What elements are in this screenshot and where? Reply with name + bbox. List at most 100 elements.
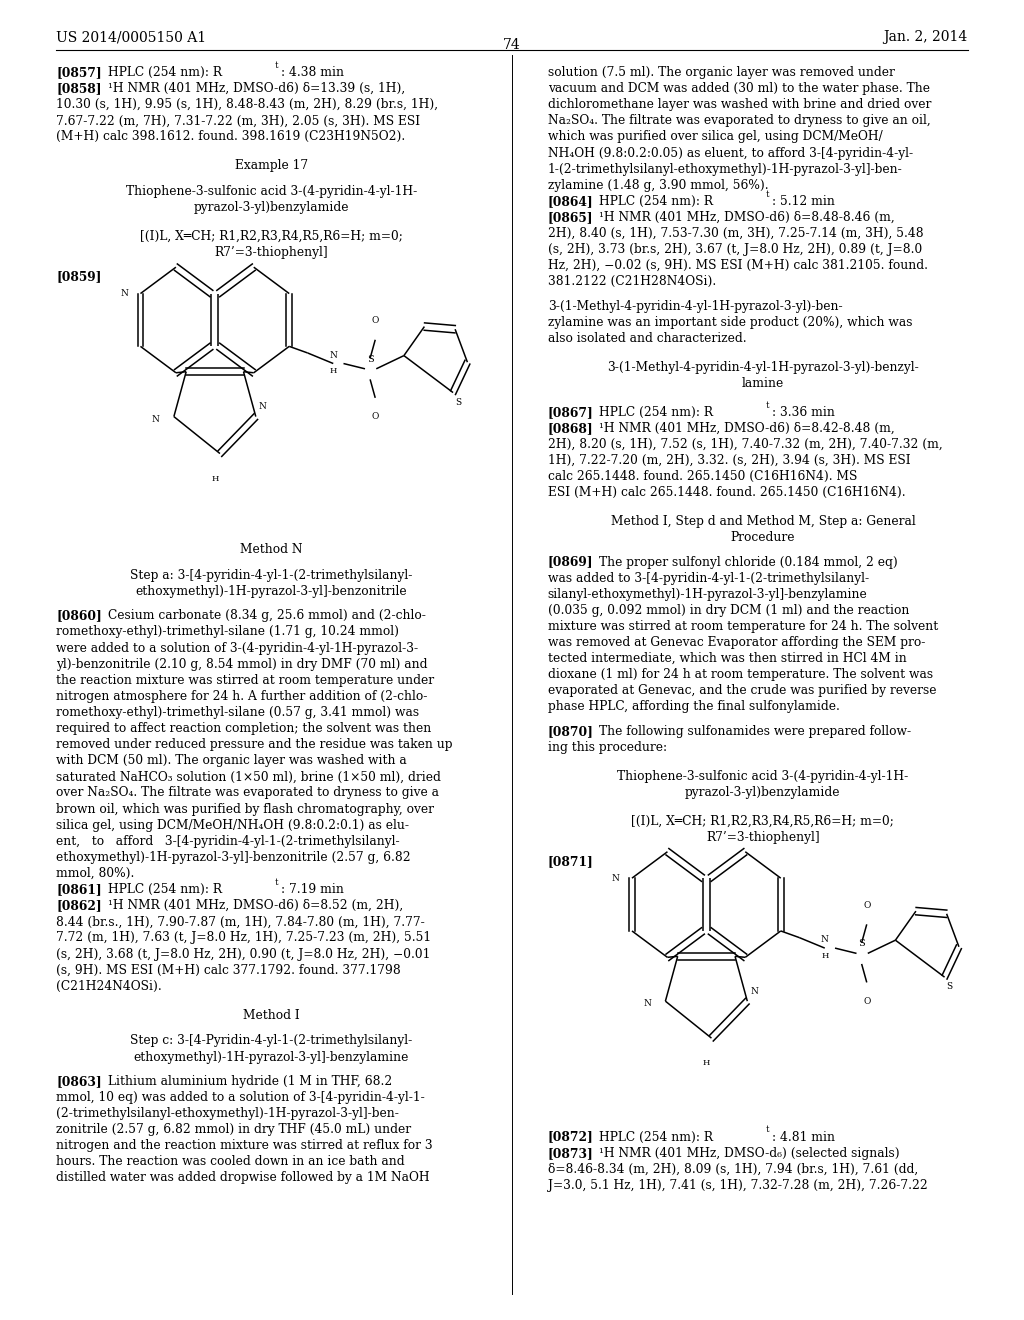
Text: : 5.12 min: : 5.12 min: [772, 195, 835, 207]
Text: O: O: [372, 317, 379, 325]
Text: N: N: [120, 289, 128, 298]
Text: Step c: 3-[4-Pyridin-4-yl-1-(2-trimethylsilanyl-: Step c: 3-[4-Pyridin-4-yl-1-(2-trimethyl…: [130, 1035, 413, 1048]
Text: ing this procedure:: ing this procedure:: [548, 741, 667, 754]
Text: (C21H24N4OSi).: (C21H24N4OSi).: [56, 979, 162, 993]
Text: Method I, Step d and Method M, Step a: General: Method I, Step d and Method M, Step a: G…: [610, 515, 915, 528]
Text: ent,   to   afford   3-[4-pyridin-4-yl-1-(2-trimethylsilanyl-: ent, to afford 3-[4-pyridin-4-yl-1-(2-tr…: [56, 834, 400, 847]
Text: romethoxy-ethyl)-trimethyl-silane (1.71 g, 10.24 mmol): romethoxy-ethyl)-trimethyl-silane (1.71 …: [56, 626, 399, 639]
Text: HPLC (254 nm): R: HPLC (254 nm): R: [108, 883, 221, 896]
Text: [0870]: [0870]: [548, 725, 594, 738]
Text: evaporated at Genevac, and the crude was purified by reverse: evaporated at Genevac, and the crude was…: [548, 684, 936, 697]
Text: [0864]: [0864]: [548, 195, 594, 207]
Text: S: S: [455, 397, 461, 407]
Text: ethoxymethyl)-1H-pyrazol-3-yl]-benzonitrile (2.57 g, 6.82: ethoxymethyl)-1H-pyrazol-3-yl]-benzonitr…: [56, 851, 411, 863]
Text: were added to a solution of 3-(4-pyridin-4-yl-1H-pyrazol-3-: were added to a solution of 3-(4-pyridin…: [56, 642, 419, 655]
Text: pyrazol-3-yl)benzylamide: pyrazol-3-yl)benzylamide: [685, 785, 841, 799]
Text: 1-(2-trimethylsilanyl-ethoxymethyl)-1H-pyrazol-3-yl]-ben-: 1-(2-trimethylsilanyl-ethoxymethyl)-1H-p…: [548, 162, 902, 176]
Text: t: t: [766, 1125, 769, 1134]
Text: (s, 2H), 3.73 (br.s, 2H), 3.67 (t, J=8.0 Hz, 2H), 0.89 (t, J=8.0: (s, 2H), 3.73 (br.s, 2H), 3.67 (t, J=8.0…: [548, 243, 922, 256]
Text: yl)-benzonitrile (2.10 g, 8.54 mmol) in dry DMF (70 ml) and: yl)-benzonitrile (2.10 g, 8.54 mmol) in …: [56, 657, 428, 671]
Text: HPLC (254 nm): R: HPLC (254 nm): R: [599, 405, 713, 418]
Text: ¹H NMR (401 MHz, DMSO-d6) δ=8.52 (m, 2H),: ¹H NMR (401 MHz, DMSO-d6) δ=8.52 (m, 2H)…: [108, 899, 402, 912]
Text: t: t: [274, 878, 278, 887]
Text: was added to 3-[4-pyridin-4-yl-1-(2-trimethylsilanyl-: was added to 3-[4-pyridin-4-yl-1-(2-trim…: [548, 572, 869, 585]
Text: O: O: [863, 900, 870, 909]
Text: H: H: [702, 1059, 710, 1068]
Text: vacuum and DCM was added (30 ml) to the water phase. The: vacuum and DCM was added (30 ml) to the …: [548, 82, 930, 95]
Text: tected intermediate, which was then stirred in HCl 4M in: tected intermediate, which was then stir…: [548, 652, 906, 665]
Text: R7’=3-thiophenyl]: R7’=3-thiophenyl]: [707, 830, 819, 843]
Text: (s, 2H), 3.68 (t, J=8.0 Hz, 2H), 0.90 (t, J=8.0 Hz, 2H), −0.01: (s, 2H), 3.68 (t, J=8.0 Hz, 2H), 0.90 (t…: [56, 948, 431, 961]
Text: Cesium carbonate (8.34 g, 25.6 mmol) and (2-chlo-: Cesium carbonate (8.34 g, 25.6 mmol) and…: [108, 610, 425, 622]
Text: (0.035 g, 0.092 mmol) in dry DCM (1 ml) and the reaction: (0.035 g, 0.092 mmol) in dry DCM (1 ml) …: [548, 603, 909, 616]
Text: [0862]: [0862]: [56, 899, 102, 912]
Text: [(I)L, X═CH; R1,R2,R3,R4,R5,R6=H; m=0;: [(I)L, X═CH; R1,R2,R3,R4,R5,R6=H; m=0;: [632, 814, 894, 828]
Text: was removed at Genevac Evaporator affording the SEM pro-: was removed at Genevac Evaporator afford…: [548, 636, 926, 649]
Text: Example 17: Example 17: [234, 160, 308, 173]
Text: 1H), 7.22-7.20 (m, 2H), 3.32. (s, 2H), 3.94 (s, 3H). MS ESI: 1H), 7.22-7.20 (m, 2H), 3.32. (s, 2H), 3…: [548, 454, 910, 467]
Text: [0869]: [0869]: [548, 556, 593, 569]
Text: Na₂SO₄. The filtrate was evaporated to dryness to give an oil,: Na₂SO₄. The filtrate was evaporated to d…: [548, 115, 931, 127]
Text: [0865]: [0865]: [548, 211, 593, 224]
Text: N: N: [821, 935, 828, 944]
Text: 8.44 (br.s., 1H), 7.90-7.87 (m, 1H), 7.84-7.80 (m, 1H), 7.77-: 8.44 (br.s., 1H), 7.90-7.87 (m, 1H), 7.8…: [56, 915, 425, 928]
Text: : 4.81 min: : 4.81 min: [772, 1130, 836, 1143]
Text: 2H), 8.20 (s, 1H), 7.52 (s, 1H), 7.40-7.32 (m, 2H), 7.40-7.32 (m,: 2H), 8.20 (s, 1H), 7.52 (s, 1H), 7.40-7.…: [548, 438, 942, 451]
Text: (2-trimethylsilanyl-ethoxymethyl)-1H-pyrazol-3-yl]-ben-: (2-trimethylsilanyl-ethoxymethyl)-1H-pyr…: [56, 1107, 399, 1119]
Text: ¹H NMR (401 MHz, DMSO-d₆) (selected signals): ¹H NMR (401 MHz, DMSO-d₆) (selected sign…: [599, 1147, 900, 1160]
Text: [0868]: [0868]: [548, 422, 594, 434]
Text: N: N: [611, 874, 620, 883]
Text: J=3.0, 5.1 Hz, 1H), 7.41 (s, 1H), 7.32-7.28 (m, 2H), 7.26-7.22: J=3.0, 5.1 Hz, 1H), 7.41 (s, 1H), 7.32-7…: [548, 1179, 928, 1192]
Text: Method N: Method N: [240, 544, 303, 556]
Text: N: N: [259, 403, 266, 412]
Text: : 3.36 min: : 3.36 min: [772, 405, 835, 418]
Text: zonitrile (2.57 g, 6.82 mmol) in dry THF (45.0 mL) under: zonitrile (2.57 g, 6.82 mmol) in dry THF…: [56, 1123, 412, 1137]
Text: O: O: [372, 412, 379, 421]
Text: mixture was stirred at room temperature for 24 h. The solvent: mixture was stirred at room temperature …: [548, 620, 938, 634]
Text: mmol, 10 eq) was added to a solution of 3-[4-pyridin-4-yl-1-: mmol, 10 eq) was added to a solution of …: [56, 1090, 425, 1104]
Text: S: S: [858, 939, 865, 948]
Text: 381.2122 (C21H28N4OSi).: 381.2122 (C21H28N4OSi).: [548, 276, 716, 288]
Text: t: t: [766, 400, 769, 409]
Text: phase HPLC, affording the final sulfonylamide.: phase HPLC, affording the final sulfonyl…: [548, 701, 840, 714]
Text: Thiophene-3-sulfonic acid 3-(4-pyridin-4-yl-1H-: Thiophene-3-sulfonic acid 3-(4-pyridin-4…: [126, 185, 417, 198]
Text: [0871]: [0871]: [548, 855, 594, 869]
Text: [0857]: [0857]: [56, 66, 102, 79]
Text: 7.72 (m, 1H), 7.63 (t, J=8.0 Hz, 1H), 7.25-7.23 (m, 2H), 5.51: 7.72 (m, 1H), 7.63 (t, J=8.0 Hz, 1H), 7.…: [56, 932, 431, 944]
Text: required to affect reaction completion; the solvent was then: required to affect reaction completion; …: [56, 722, 431, 735]
Text: [0867]: [0867]: [548, 405, 594, 418]
Text: [0863]: [0863]: [56, 1074, 102, 1088]
Text: 3-(1-Methyl-4-pyridin-4-yl-1H-pyrazol-3-yl)-ben-: 3-(1-Methyl-4-pyridin-4-yl-1H-pyrazol-3-…: [548, 300, 843, 313]
Text: H: H: [330, 367, 337, 375]
Text: Lithium aluminium hydride (1 M in THF, 68.2: Lithium aluminium hydride (1 M in THF, 6…: [108, 1074, 392, 1088]
Text: romethoxy-ethyl)-trimethyl-silane (0.57 g, 3.41 mmol) was: romethoxy-ethyl)-trimethyl-silane (0.57 …: [56, 706, 420, 719]
Text: The following sulfonamides were prepared follow-: The following sulfonamides were prepared…: [599, 725, 911, 738]
Text: the reaction mixture was stirred at room temperature under: the reaction mixture was stirred at room…: [56, 673, 434, 686]
Text: t: t: [274, 61, 278, 70]
Text: Method I: Method I: [243, 1008, 300, 1022]
Text: distilled water was added dropwise followed by a 1M NaOH: distilled water was added dropwise follo…: [56, 1171, 430, 1184]
Text: [0858]: [0858]: [56, 82, 101, 95]
Text: zylamine was an important side product (20%), which was: zylamine was an important side product (…: [548, 315, 912, 329]
Text: pyrazol-3-yl)benzylamide: pyrazol-3-yl)benzylamide: [194, 201, 349, 214]
Text: HPLC (254 nm): R: HPLC (254 nm): R: [599, 195, 713, 207]
Text: US 2014/0005150 A1: US 2014/0005150 A1: [56, 30, 207, 45]
Text: ¹H NMR (401 MHz, DMSO-d6) δ=8.48-8.46 (m,: ¹H NMR (401 MHz, DMSO-d6) δ=8.48-8.46 (m…: [599, 211, 895, 224]
Text: : 4.38 min: : 4.38 min: [281, 66, 344, 79]
Text: mmol, 80%).: mmol, 80%).: [56, 867, 135, 880]
Text: lamine: lamine: [741, 376, 784, 389]
Text: ESI (M+H) calc 265.1448. found. 265.1450 (C16H16N4).: ESI (M+H) calc 265.1448. found. 265.1450…: [548, 486, 905, 499]
Text: which was purified over silica gel, using DCM/MeOH/: which was purified over silica gel, usin…: [548, 131, 883, 144]
Text: removed under reduced pressure and the residue was taken up: removed under reduced pressure and the r…: [56, 738, 453, 751]
Text: HPLC (254 nm): R: HPLC (254 nm): R: [599, 1130, 713, 1143]
Text: ethoxymethyl)-1H-pyrazol-3-yl]-benzylamine: ethoxymethyl)-1H-pyrazol-3-yl]-benzylami…: [134, 1051, 409, 1064]
Text: hours. The reaction was cooled down in an ice bath and: hours. The reaction was cooled down in a…: [56, 1155, 404, 1168]
Text: 7.67-7.22 (m, 7H), 7.31-7.22 (m, 3H), 2.05 (s, 3H). MS ESI: 7.67-7.22 (m, 7H), 7.31-7.22 (m, 3H), 2.…: [56, 115, 421, 127]
Text: N: N: [643, 999, 651, 1008]
Text: HPLC (254 nm): R: HPLC (254 nm): R: [108, 66, 221, 79]
Text: : 7.19 min: : 7.19 min: [281, 883, 343, 896]
Text: H: H: [211, 475, 218, 483]
Text: silanyl-ethoxymethyl)-1H-pyrazol-3-yl]-benzylamine: silanyl-ethoxymethyl)-1H-pyrazol-3-yl]-b…: [548, 587, 867, 601]
Text: (s, 9H). MS ESI (M+H) calc 377.1792. found. 377.1798: (s, 9H). MS ESI (M+H) calc 377.1792. fou…: [56, 964, 401, 977]
Text: N: N: [152, 414, 160, 424]
